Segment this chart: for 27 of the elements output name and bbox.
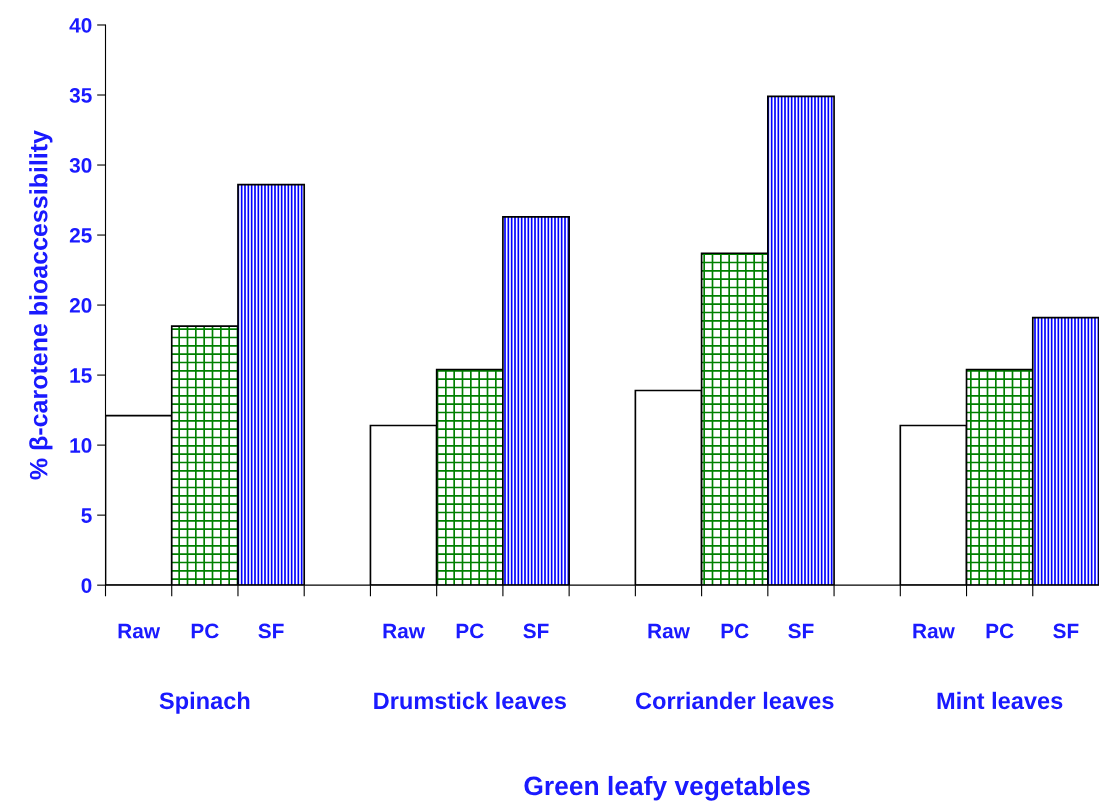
text: SF <box>788 623 814 639</box>
text: PC <box>721 623 749 639</box>
text: Raw <box>913 623 955 639</box>
text: PC <box>456 623 484 639</box>
y-tick-label: 30 <box>69 158 92 173</box>
x-tick-label: Drumstick leaves <box>374 691 566 710</box>
y-tick-label: 35 <box>69 88 92 103</box>
y-tick-label: 5 <box>81 508 92 523</box>
text: SF <box>523 623 549 639</box>
series-label: SF <box>258 623 284 639</box>
x-axis-title: Green leafy vegetables <box>524 775 810 801</box>
text: Raw <box>383 623 426 639</box>
series-label: PC <box>191 623 219 639</box>
y-tick-label: 0 <box>81 578 92 593</box>
y-tick-label: 20 <box>69 298 92 313</box>
y-tick-label: 40 <box>69 17 92 33</box>
text: PC <box>986 623 1014 639</box>
y-tick-label: 15 <box>70 368 92 383</box>
x-tick-label: Spinach <box>159 691 250 714</box>
x-tick-label: Corriander leaves <box>635 691 834 710</box>
y-axis-title: % β-carotene bioaccessibility <box>29 130 53 480</box>
text: Raw <box>648 623 690 639</box>
y-tick-label: 25 <box>69 228 92 243</box>
y-tick-label: 10 <box>70 438 92 453</box>
x-tick-label: Mint leaves <box>937 691 1063 710</box>
series-label: Raw <box>118 623 161 639</box>
text: SF <box>1053 623 1079 639</box>
